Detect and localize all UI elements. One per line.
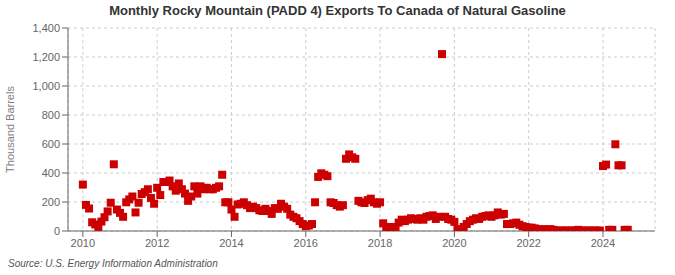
html-text:Source: U.S. Energy Informatio: Source: U.S. Energy Information Administ…: [8, 258, 218, 269]
svg-text:2018: 2018: [368, 237, 392, 249]
svg-text:Thousand Barrels: Thousand Barrels: [8, 86, 16, 173]
svg-text:600: 600: [42, 138, 60, 150]
svg-text:2022: 2022: [516, 237, 540, 249]
svg-text:800: 800: [42, 109, 60, 121]
svg-text:2010: 2010: [71, 237, 95, 249]
svg-text:1,200: 1,200: [32, 51, 60, 63]
svg-text:2020: 2020: [442, 237, 466, 249]
html-text:Monthly Rocky Mountain (PADD 4: Monthly Rocky Mountain (PADD 4) Exports …: [109, 3, 566, 18]
svg-text:2012: 2012: [145, 237, 169, 249]
svg-text:1,000: 1,000: [32, 80, 60, 92]
svg-text:2016: 2016: [294, 237, 318, 249]
svg-text:1,400: 1,400: [32, 22, 60, 34]
svg-text:0: 0: [54, 225, 60, 237]
svg-text:2014: 2014: [219, 237, 243, 249]
svg-text:400: 400: [42, 167, 60, 179]
svg-text:2024: 2024: [591, 237, 615, 249]
svg-text:200: 200: [42, 196, 60, 208]
